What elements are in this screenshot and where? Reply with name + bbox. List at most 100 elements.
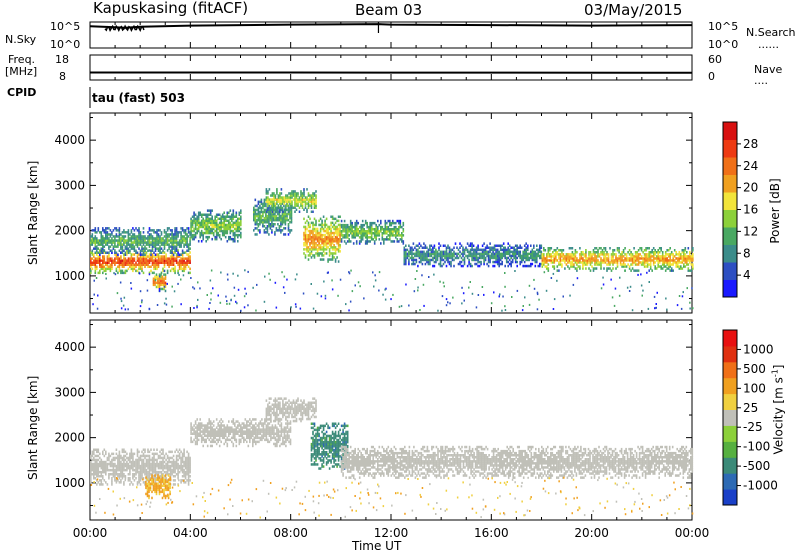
heatmap-cell <box>324 240 326 243</box>
heatmap-cell <box>102 241 104 244</box>
heatmap-cell <box>658 255 661 258</box>
heatmap-cell <box>129 259 131 262</box>
heatmap-cell <box>334 260 337 263</box>
heatmap-cell <box>265 188 268 191</box>
heatmap-cell <box>265 227 267 230</box>
heatmap-cell <box>117 229 119 232</box>
heatmap-cell <box>678 255 681 258</box>
heatmap-cell <box>141 458 143 462</box>
heatmap-noise-cell <box>646 271 648 274</box>
heatmap-cell <box>319 258 322 261</box>
heatmap-cell <box>99 475 101 478</box>
heatmap-cell <box>238 211 241 214</box>
heatmap-cell <box>141 450 143 454</box>
heatmap-cell <box>318 254 320 257</box>
heatmap-cell <box>94 239 97 242</box>
heatmap-cell <box>175 448 178 451</box>
heatmap-cell <box>600 267 602 270</box>
heatmap-cell <box>99 253 101 256</box>
heatmap-cell <box>157 454 160 458</box>
heatmap-cell <box>680 261 682 264</box>
heatmap-cell <box>93 263 95 266</box>
heatmap-cell <box>330 242 332 245</box>
heatmap-cell <box>547 255 550 258</box>
heatmap-cell <box>153 452 155 456</box>
heatmap-cell <box>448 250 451 254</box>
heatmap-cell <box>664 269 667 272</box>
heatmap-cell <box>435 248 437 252</box>
heatmap-cell <box>153 267 155 271</box>
heatmap-cell <box>477 248 479 252</box>
heatmap-cell <box>132 235 134 238</box>
heatmap-cell <box>418 250 421 254</box>
heatmap-cell <box>550 257 553 260</box>
heatmap-cell <box>158 273 161 276</box>
heatmap-cell <box>486 262 488 266</box>
heatmap-cell <box>180 456 182 460</box>
heatmap-cell <box>136 257 139 260</box>
heatmap-cell <box>130 464 133 468</box>
heatmap-cell <box>511 246 514 249</box>
heatmap-cell <box>159 257 161 260</box>
heatmap-cell <box>471 244 473 247</box>
heatmap-cell <box>106 265 109 268</box>
heatmap-cell <box>439 244 442 247</box>
heatmap-cell <box>215 213 218 216</box>
heatmap-cell <box>343 240 346 243</box>
heatmap-cell <box>159 229 161 232</box>
heatmap-cell <box>643 249 646 252</box>
heatmap-cell <box>112 261 115 264</box>
heatmap-cell <box>160 281 162 285</box>
heatmap-cell <box>451 258 454 262</box>
heatmap-cell <box>663 255 665 258</box>
heatmap-cell <box>158 279 161 283</box>
heatmap-cell <box>108 237 110 240</box>
heatmap-cell <box>272 212 275 216</box>
heatmap-cell <box>271 194 274 197</box>
heatmap-cell <box>280 206 282 210</box>
heatmap-cell <box>211 215 213 218</box>
heatmap-cell <box>127 477 130 480</box>
heatmap-cell <box>366 225 368 229</box>
heatmap-cell <box>263 231 266 234</box>
heatmap-cell <box>307 194 310 197</box>
heatmap-cell <box>164 281 167 285</box>
heatmap-cell <box>265 208 267 212</box>
heatmap-cell <box>553 265 556 268</box>
heatmap-cell <box>136 229 139 232</box>
heatmap-cell <box>171 261 173 264</box>
heatmap-cell <box>228 221 230 225</box>
heatmap-cell <box>516 244 518 247</box>
heatmap-cell <box>174 257 176 260</box>
heatmap-cell <box>163 235 166 238</box>
heatmap-cell <box>123 473 125 476</box>
heatmap-cell <box>664 251 667 254</box>
heatmap-cell <box>648 251 650 254</box>
heatmap-cell <box>645 261 647 264</box>
heatmap-cell <box>307 206 310 209</box>
heatmap-cell <box>396 219 399 223</box>
heatmap-cell <box>97 475 100 478</box>
heatmap-cell <box>154 468 157 472</box>
heatmap-cell <box>346 232 349 235</box>
heatmap-cell <box>175 257 178 260</box>
heatmap-cell <box>103 237 106 240</box>
heatmap-cell <box>102 263 104 266</box>
heatmap-cell <box>178 265 181 268</box>
heatmap-cell <box>658 259 661 262</box>
heatmap-cell <box>105 263 107 266</box>
heatmap-cell <box>669 247 671 250</box>
heatmap-cell <box>687 259 690 262</box>
heatmap-cell <box>147 466 149 470</box>
heatmap-cell <box>139 233 142 236</box>
heatmap-cell <box>237 223 239 227</box>
heatmap-cell <box>505 256 508 260</box>
heatmap-cell <box>240 209 242 212</box>
heatmap-cell <box>281 229 284 232</box>
heatmap-cell <box>670 253 673 256</box>
heatmap-cell <box>163 243 166 246</box>
heatmap-noise-cell <box>139 290 142 293</box>
heatmap-cell <box>132 475 134 478</box>
heatmap-cell <box>553 261 556 264</box>
heatmap-cell <box>403 252 406 256</box>
